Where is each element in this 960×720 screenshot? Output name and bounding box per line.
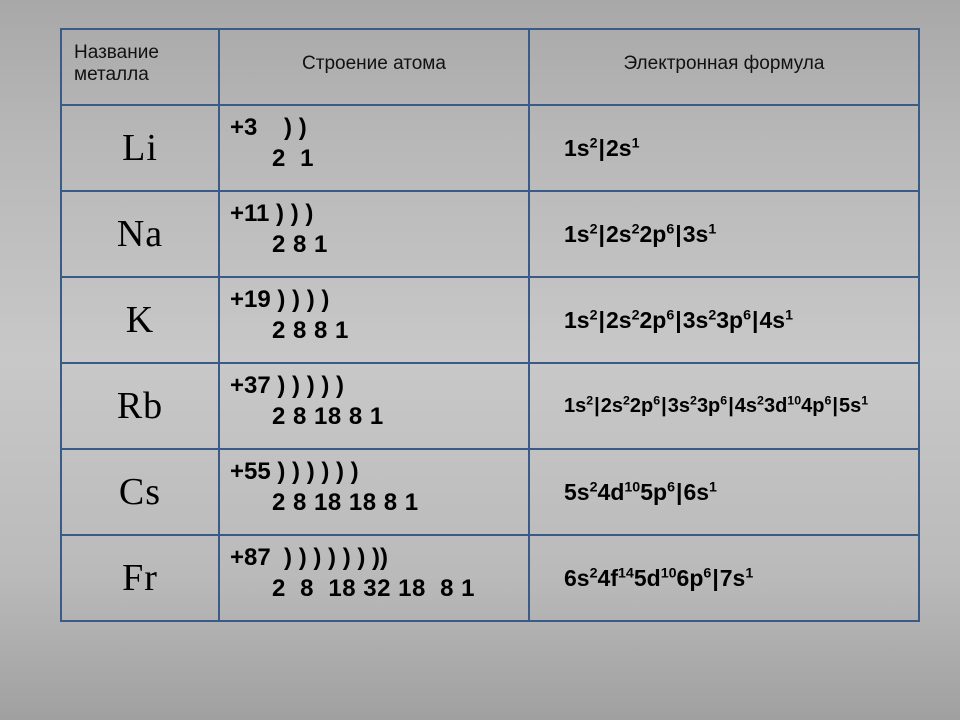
structure-line-shells: 2 8 8 1 <box>230 315 520 346</box>
element-symbol: K <box>61 277 219 363</box>
separator: | <box>598 307 606 333</box>
atom-structure: +3 ) )2 1 <box>219 105 529 191</box>
separator: | <box>598 221 606 247</box>
col-header-name-line1: Название <box>74 42 159 63</box>
orbital: 5s1 <box>839 395 868 417</box>
orbital: 2p6 <box>640 221 675 247</box>
element-symbol: Li <box>61 105 219 191</box>
alkali-metals-table: Название металла Строение атома Электрон… <box>60 28 920 622</box>
orbital: 6p6 <box>677 565 712 591</box>
separator: | <box>831 395 839 417</box>
orbital: 1s2 <box>564 395 593 417</box>
separator: | <box>711 565 719 591</box>
orbital: 2p6 <box>630 395 660 417</box>
separator: | <box>598 135 606 161</box>
orbital: 3p6 <box>716 307 751 333</box>
table-header: Название металла Строение атома Электрон… <box>61 29 919 105</box>
structure-line-charge: +37 ) ) ) ) ) <box>230 370 520 401</box>
electron-formula: 1s2|2s1 <box>529 105 919 191</box>
element-symbol: Na <box>61 191 219 277</box>
orbital: 2s2 <box>606 221 640 247</box>
table-frame: Название металла Строение атома Электрон… <box>0 0 960 720</box>
orbital: 6s1 <box>683 479 717 505</box>
orbital: 4s2 <box>735 395 764 417</box>
atom-structure: +37 ) ) ) ) )2 8 18 8 1 <box>219 363 529 449</box>
atom-structure: +55 ) ) ) ) ) )2 8 18 18 8 1 <box>219 449 529 535</box>
structure-line-shells: 2 8 1 <box>230 229 520 260</box>
element-symbol: Fr <box>61 535 219 621</box>
orbital: 3d10 <box>764 395 801 417</box>
orbital: 6s2 <box>564 565 598 591</box>
structure-line-charge: +19 ) ) ) ) <box>230 284 520 315</box>
orbital: 3s2 <box>668 395 697 417</box>
table-row: Cs+55 ) ) ) ) ) )2 8 18 18 8 15s24d105p6… <box>61 449 919 535</box>
table-row: K+19 ) ) ) )2 8 8 11s2|2s22p6|3s23p6|4s1 <box>61 277 919 363</box>
orbital: 5d10 <box>634 565 677 591</box>
electron-formula: 1s2|2s22p6|3s23p6|4s1 <box>529 277 919 363</box>
structure-line-shells: 2 8 18 8 1 <box>230 401 520 432</box>
col-header-name: Название металла <box>61 29 219 105</box>
orbital: 5s2 <box>564 479 598 505</box>
col-header-name-line2: металла <box>74 64 149 85</box>
structure-line-charge: +11 ) ) ) <box>230 198 520 229</box>
orbital: 4f14 <box>598 565 634 591</box>
structure-line-shells: 2 1 <box>230 143 520 174</box>
electron-formula: 6s24f145d106p6|7s1 <box>529 535 919 621</box>
orbital: 3p6 <box>697 395 727 417</box>
structure-line-charge: +3 ) ) <box>230 112 520 143</box>
orbital: 3s1 <box>683 221 717 247</box>
orbital: 2s2 <box>601 395 630 417</box>
orbital: 4p6 <box>801 395 831 417</box>
structure-line-charge: +87 ) ) ) ) ) ) )) <box>230 542 520 573</box>
separator: | <box>674 307 682 333</box>
structure-line-shells: 2 8 18 18 8 1 <box>230 487 520 518</box>
separator: | <box>727 395 735 417</box>
orbital: 5p6 <box>640 479 675 505</box>
orbital: 3s2 <box>683 307 717 333</box>
orbital: 7s1 <box>720 565 754 591</box>
table-row: Na+11 ) ) )2 8 11s2|2s22p6|3s1 <box>61 191 919 277</box>
col-header-formula: Электронная формула <box>529 29 919 105</box>
structure-line-shells: 2 8 18 32 18 8 1 <box>230 573 520 604</box>
element-symbol: Cs <box>61 449 219 535</box>
table-body: Li+3 ) )2 11s2|2s1Na+11 ) ) )2 8 11s2|2s… <box>61 105 919 621</box>
table-row: Rb+37 ) ) ) ) )2 8 18 8 11s2|2s22p6|3s23… <box>61 363 919 449</box>
orbital: 4d10 <box>598 479 641 505</box>
table-row: Fr+87 ) ) ) ) ) ) ))2 8 18 32 18 8 16s24… <box>61 535 919 621</box>
separator: | <box>674 221 682 247</box>
electron-formula: 1s2|2s22p6|3s23p6|4s23d104p6|5s1 <box>529 363 919 449</box>
electron-formula: 5s24d105p6|6s1 <box>529 449 919 535</box>
electron-formula: 1s2|2s22p6|3s1 <box>529 191 919 277</box>
orbital: 1s2 <box>564 221 598 247</box>
orbital: 2s2 <box>606 307 640 333</box>
col-header-structure: Строение атома <box>219 29 529 105</box>
orbital: 2s1 <box>606 135 640 161</box>
orbital: 4s1 <box>759 307 793 333</box>
orbital: 2p6 <box>640 307 675 333</box>
element-symbol: Rb <box>61 363 219 449</box>
orbital: 1s2 <box>564 135 598 161</box>
atom-structure: +87 ) ) ) ) ) ) ))2 8 18 32 18 8 1 <box>219 535 529 621</box>
atom-structure: +19 ) ) ) )2 8 8 1 <box>219 277 529 363</box>
table-row: Li+3 ) )2 11s2|2s1 <box>61 105 919 191</box>
structure-line-charge: +55 ) ) ) ) ) ) <box>230 456 520 487</box>
atom-structure: +11 ) ) )2 8 1 <box>219 191 529 277</box>
orbital: 1s2 <box>564 307 598 333</box>
separator: | <box>660 395 668 417</box>
separator: | <box>593 395 601 417</box>
